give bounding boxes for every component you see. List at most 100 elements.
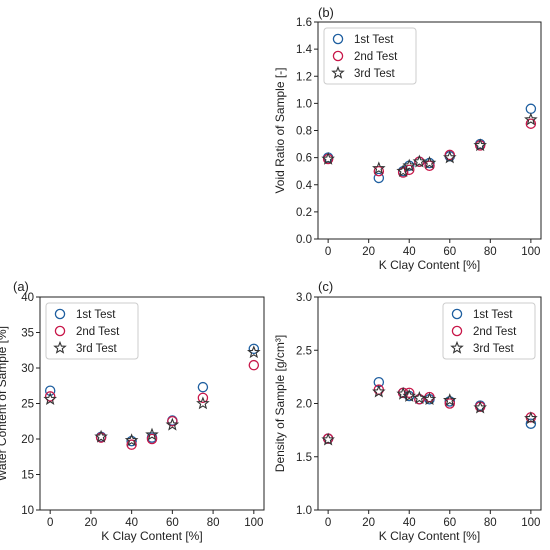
x-tick-label: 40 — [403, 517, 416, 529]
legend-marker — [451, 308, 463, 320]
y-tick-label: 35 — [21, 328, 34, 340]
data-point — [145, 427, 159, 441]
data-point — [524, 411, 538, 425]
data-point — [424, 160, 435, 172]
y-tick-label: 30 — [21, 363, 34, 375]
data-point — [412, 154, 427, 168]
y-tick-label: 10 — [21, 505, 34, 517]
legend: 1st Test 2nd Test 3rd Test — [442, 302, 536, 360]
legend-entry: 1st Test — [76, 309, 116, 321]
legend-entry: 3rd Test — [76, 343, 118, 355]
data-point — [372, 161, 386, 175]
y-tick-label: 15 — [21, 470, 34, 482]
data-point — [412, 391, 427, 404]
panel-label: (a) — [13, 279, 29, 294]
legend: 1st Test 2nd Test 3rd Test — [45, 302, 139, 360]
legend-marker — [53, 340, 67, 354]
data-point — [443, 150, 457, 164]
data-point — [402, 158, 417, 172]
data-point — [473, 400, 487, 414]
x-tick-label: 100 — [244, 517, 263, 529]
x-axis-label: K Clay Content [%] — [379, 258, 480, 272]
y-tick-label: 25 — [21, 399, 34, 411]
y-axis-label: Water Content of Sample [%] — [0, 326, 9, 481]
y-tick-label: 0.4 — [296, 180, 313, 192]
data-point — [95, 432, 107, 443]
legend-marker — [54, 325, 66, 337]
y-tick-label: 2.0 — [296, 399, 312, 411]
legend-entry: 3rd Test — [473, 343, 515, 355]
x-tick-label: 0 — [47, 517, 53, 529]
data-point — [403, 164, 415, 176]
data-point — [248, 359, 260, 371]
y-tick-label: 20 — [21, 434, 34, 446]
data-point — [126, 439, 137, 450]
legend-marker — [332, 33, 344, 45]
x-axis-label: K Clay Content [%] — [379, 529, 480, 543]
data-point — [396, 386, 410, 400]
y-axis-label: Density of Sample [g/cm³] — [273, 335, 287, 472]
data-point — [372, 384, 386, 398]
data-point — [197, 392, 209, 404]
x-axis-label: K Clay Content [%] — [101, 529, 202, 543]
data-point — [444, 398, 456, 409]
data-point — [196, 396, 210, 410]
y-tick-label: 40 — [21, 292, 34, 304]
data-point — [373, 172, 385, 184]
data-point — [402, 388, 416, 402]
data-point — [422, 392, 437, 406]
data-point — [525, 103, 537, 115]
y-tick-label: 1.6 — [296, 17, 312, 29]
data-point — [43, 392, 57, 406]
x-tick-label: 0 — [325, 246, 331, 258]
data-point — [321, 432, 335, 446]
x-tick-label: 80 — [207, 517, 220, 529]
x-tick-label: 40 — [125, 517, 138, 529]
data-point — [525, 118, 537, 129]
y-tick-label: 2.5 — [296, 345, 312, 357]
x-tick-label: 100 — [521, 246, 540, 258]
data-point — [397, 167, 409, 178]
y-tick-label: 1.2 — [296, 71, 312, 83]
data-point — [525, 418, 537, 429]
legend-entry: 2nd Test — [76, 326, 120, 338]
data-point — [373, 165, 385, 177]
legend-entry: 2nd Test — [473, 326, 517, 338]
y-tick-label: 1.4 — [296, 44, 313, 56]
legend-marker — [54, 308, 66, 320]
x-tick-label: 20 — [362, 517, 375, 529]
x-tick-label: 60 — [166, 517, 179, 529]
chart-panel-c: (c) 0 20 40 60 80 100 1.0 1.5 2.0 2.5 3.0 K Clay Con… — [273, 279, 542, 543]
data-point — [94, 429, 108, 443]
data-point — [247, 345, 261, 359]
x-tick-label: 20 — [362, 246, 375, 258]
x-tick-label: 80 — [484, 246, 497, 258]
y-axis-label: Void Ratio of Sample [-] — [273, 67, 287, 193]
legend-box — [45, 302, 139, 360]
legend-entry: 1st Test — [473, 309, 513, 321]
x-tick-label: 60 — [443, 517, 456, 529]
legend-marker — [332, 50, 344, 62]
data-point — [473, 138, 487, 152]
legend-marker — [331, 65, 345, 79]
data-point — [414, 393, 425, 405]
y-tick-label: 0.8 — [296, 126, 312, 138]
chart-panel-b: (b) 0 20 40 60 80 100 0.0 0.2 0.4 0.6 0.8 1.0 1.2 1.4 1… — [273, 5, 542, 272]
y-tick-label: 3.0 — [296, 292, 312, 304]
legend-box — [323, 27, 417, 85]
panel-label: (c) — [318, 279, 333, 294]
x-tick-label: 100 — [521, 517, 540, 529]
y-tick-label: 1.0 — [296, 505, 312, 517]
data-point — [422, 155, 437, 169]
data-point — [44, 385, 56, 396]
data-point — [197, 381, 209, 393]
x-tick-label: 80 — [484, 517, 497, 529]
data-point — [248, 343, 260, 355]
data-point — [167, 415, 178, 427]
y-tick-label: 1.0 — [296, 98, 312, 110]
x-tick-label: 40 — [403, 246, 416, 258]
x-tick-label: 0 — [325, 517, 331, 529]
y-tick-label: 0.0 — [296, 234, 312, 246]
